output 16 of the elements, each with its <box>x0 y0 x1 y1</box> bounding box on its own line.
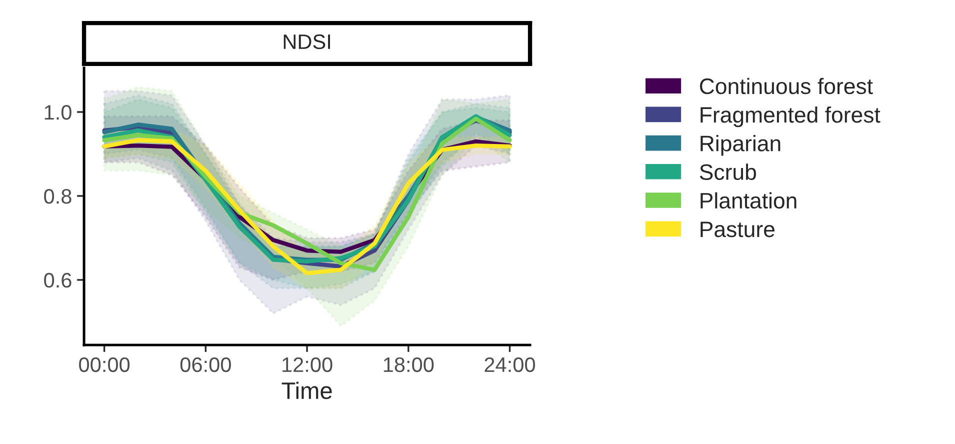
legend-label: Fragmented forest <box>700 106 880 128</box>
x-tick-label: 18:00 <box>384 357 434 372</box>
legend-label: Plantation <box>700 192 796 209</box>
y-tick-label: 1.0 <box>44 105 72 120</box>
chart-title: NDSI <box>284 34 330 50</box>
legend-label: Continuous forest <box>700 78 873 94</box>
legend-label: Riparian <box>700 135 780 156</box>
x-tick-label: 12:00 <box>282 357 332 372</box>
y-tick-label: 0.8 <box>44 188 72 204</box>
y-tick-label: 0.6 <box>44 272 72 288</box>
x-tick-label: 00:00 <box>79 357 130 372</box>
x-tick-label: 24:00 <box>484 357 536 372</box>
x-axis-title: Time <box>282 382 332 400</box>
legend-label: Scrub <box>700 164 756 180</box>
legend-label: Pasture <box>700 222 774 238</box>
x-tick-label: 06:00 <box>180 357 231 372</box>
